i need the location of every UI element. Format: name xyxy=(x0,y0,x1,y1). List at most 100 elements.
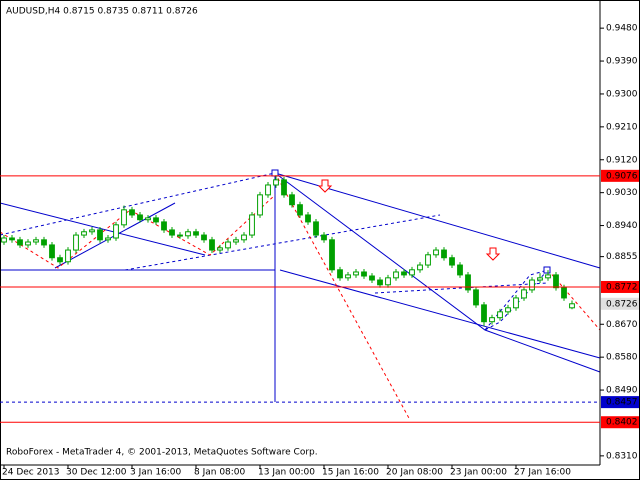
candle-body xyxy=(209,239,215,251)
candle-body xyxy=(393,271,399,279)
down-arrow xyxy=(317,179,333,193)
candle-body xyxy=(401,271,407,276)
candle-body xyxy=(289,194,295,206)
candle-body xyxy=(369,275,375,281)
x-tick-label: 20 Jan 08:00 xyxy=(386,468,443,478)
candle-body xyxy=(225,241,231,249)
candle-body xyxy=(49,244,55,259)
marker xyxy=(543,266,551,274)
y-tick-label: 0.9210 xyxy=(606,122,638,132)
x-tick-label: 23 Jan 00:00 xyxy=(450,468,507,478)
candle-body xyxy=(569,303,575,309)
chart-title: AUDUSD,H4 0.8715 0.8735 0.8711 0.8726 xyxy=(6,7,198,17)
candle-body xyxy=(545,274,551,279)
y-tick-label: 0.8310 xyxy=(606,451,638,461)
candle-body xyxy=(305,214,311,223)
y-tick-label: 0.8490 xyxy=(606,386,638,396)
candle-body xyxy=(265,184,271,196)
candle-body xyxy=(73,234,79,251)
y-tick-label: 0.9030 xyxy=(606,188,638,198)
candle-body xyxy=(361,271,367,277)
last-price-label: 0.8726 xyxy=(606,299,638,309)
candle-body xyxy=(129,209,135,216)
x-tick-label: 24 Dec 2013 xyxy=(2,468,60,478)
level-label-bg xyxy=(601,396,639,409)
candle-body xyxy=(169,229,175,236)
y-tick-label: 0.9480 xyxy=(606,24,638,34)
candle-body xyxy=(321,234,327,241)
level-label-bg xyxy=(601,416,639,429)
candle-body xyxy=(489,317,495,323)
level-label-bg xyxy=(601,280,639,293)
candle-body xyxy=(217,247,223,251)
candle-body xyxy=(297,204,303,216)
level-label: 0.9076 xyxy=(606,171,638,181)
candle-body xyxy=(153,217,159,223)
candle-body xyxy=(25,241,31,246)
candle-body xyxy=(249,214,255,236)
x-tick-label: 3 Jan 16:00 xyxy=(130,468,182,478)
x-tick-label: 27 Jan 16:00 xyxy=(514,468,571,478)
y-tick-label: 0.8855 xyxy=(606,252,638,262)
candle-body xyxy=(97,229,103,241)
candle-body xyxy=(449,257,455,266)
candle-body xyxy=(185,231,191,237)
x-tick-label: 15 Jan 16:00 xyxy=(322,468,379,478)
candle-body xyxy=(561,287,567,299)
y-tick-label: 0.9390 xyxy=(606,57,638,67)
trend-line xyxy=(279,269,601,359)
level-label: 0.8402 xyxy=(606,418,638,428)
candle-body xyxy=(137,214,143,221)
candle-body xyxy=(233,239,239,243)
candle-body xyxy=(57,257,63,263)
x-tick-label: 13 Jan 00:00 xyxy=(258,468,315,478)
candle-body xyxy=(417,264,423,271)
candle-body xyxy=(33,239,39,243)
y-tick-label: 0.9300 xyxy=(606,89,638,99)
y-tick-label: 0.8670 xyxy=(606,320,638,330)
candle-body xyxy=(81,231,87,236)
y-tick-label: 0.8940 xyxy=(606,221,638,231)
candle-body xyxy=(353,271,359,276)
candle-body xyxy=(385,277,391,286)
candle-body xyxy=(497,311,503,319)
candle-body xyxy=(553,274,559,289)
x-tick-label: 30 Dec 12:00 xyxy=(66,468,127,478)
candle-body xyxy=(161,221,167,231)
candle-body xyxy=(513,297,519,309)
candle-body xyxy=(89,229,95,233)
candle-body xyxy=(193,231,199,236)
candle-body xyxy=(65,249,71,263)
candle-body xyxy=(473,289,479,306)
candle-body xyxy=(329,239,335,271)
candle-body xyxy=(537,277,543,281)
candle-body xyxy=(313,221,319,236)
candle-body xyxy=(17,239,23,246)
level-label: 0.8772 xyxy=(606,282,638,292)
trend-line xyxy=(0,209,131,269)
y-tick-label: 0.8580 xyxy=(606,353,638,363)
footer: RoboForex - MetaTrader 4, © 2001-2013, M… xyxy=(6,448,318,458)
candle-body xyxy=(177,234,183,237)
trend-line xyxy=(0,202,206,256)
marker xyxy=(271,169,279,177)
candle-body xyxy=(425,254,431,266)
candle-body xyxy=(113,224,119,239)
trend-line xyxy=(274,172,411,421)
trend-line xyxy=(0,172,276,236)
candle-body xyxy=(409,269,415,276)
candle-body xyxy=(481,304,487,323)
trend-line xyxy=(374,282,549,294)
level-label-bg xyxy=(601,169,639,182)
candle-body xyxy=(241,234,247,241)
candle-body xyxy=(345,274,351,279)
candle-body xyxy=(457,264,463,276)
candle-body xyxy=(377,279,383,286)
candle-body xyxy=(521,289,527,299)
candle-body xyxy=(273,179,279,186)
candle-body xyxy=(441,249,447,259)
x-tick-label: 8 Jan 08:00 xyxy=(194,468,246,478)
candle-body xyxy=(105,237,111,241)
candle-body xyxy=(121,209,127,226)
